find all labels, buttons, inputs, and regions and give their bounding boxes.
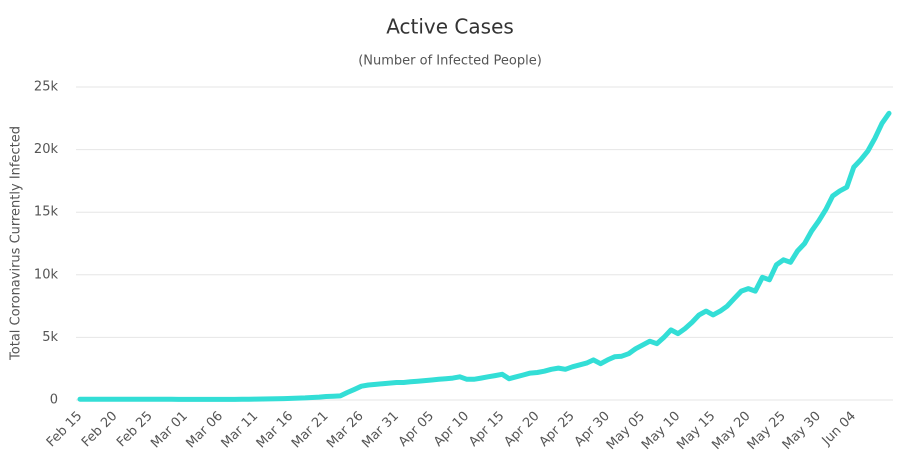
y-tick-label: 5k [42, 330, 58, 345]
x-tick-label: Jun 04 [819, 409, 859, 449]
x-tick-label: Apr 15 [466, 409, 507, 450]
y-tick-label: 25k [34, 80, 59, 95]
x-tick-label: Mar 26 [324, 409, 367, 452]
x-tick-label: Feb 25 [114, 409, 156, 451]
x-tick-label: Mar 31 [359, 409, 402, 452]
x-tick-label: May 10 [639, 409, 683, 453]
x-tick-label: May 25 [745, 409, 789, 453]
x-tick-label: May 20 [709, 409, 753, 453]
x-tick-label: Apr 20 [501, 409, 542, 450]
x-tick-label: Apr 05 [396, 409, 437, 450]
x-tick-label: Mar 06 [183, 409, 226, 452]
chart-title: Active Cases [386, 15, 514, 39]
data-line [77, 110, 892, 402]
y-tick-label: 15k [34, 205, 59, 220]
y-tick-label: 20k [34, 142, 59, 157]
x-tick-label: Apr 25 [537, 409, 578, 450]
x-tick-label: May 30 [780, 409, 824, 453]
x-tick-label: Apr 10 [431, 409, 472, 450]
x-tick-label: Mar 01 [148, 409, 191, 452]
x-tick-label: May 05 [604, 409, 648, 453]
y-tick-label: 10k [34, 267, 59, 282]
x-tick-label: Mar 16 [254, 409, 297, 452]
x-tick-label: Mar 11 [219, 409, 262, 452]
chart-subtitle: (Number of Infected People) [358, 54, 542, 69]
y-axis-label: Total Coronavirus Currently Infected [9, 126, 24, 361]
x-tick-label: Mar 21 [289, 409, 332, 452]
x-tick-label: Feb 20 [79, 409, 121, 451]
x-tick-label: Feb 15 [44, 409, 86, 451]
y-tick-label: 0 [50, 393, 58, 408]
x-tick-label: May 15 [674, 409, 718, 453]
